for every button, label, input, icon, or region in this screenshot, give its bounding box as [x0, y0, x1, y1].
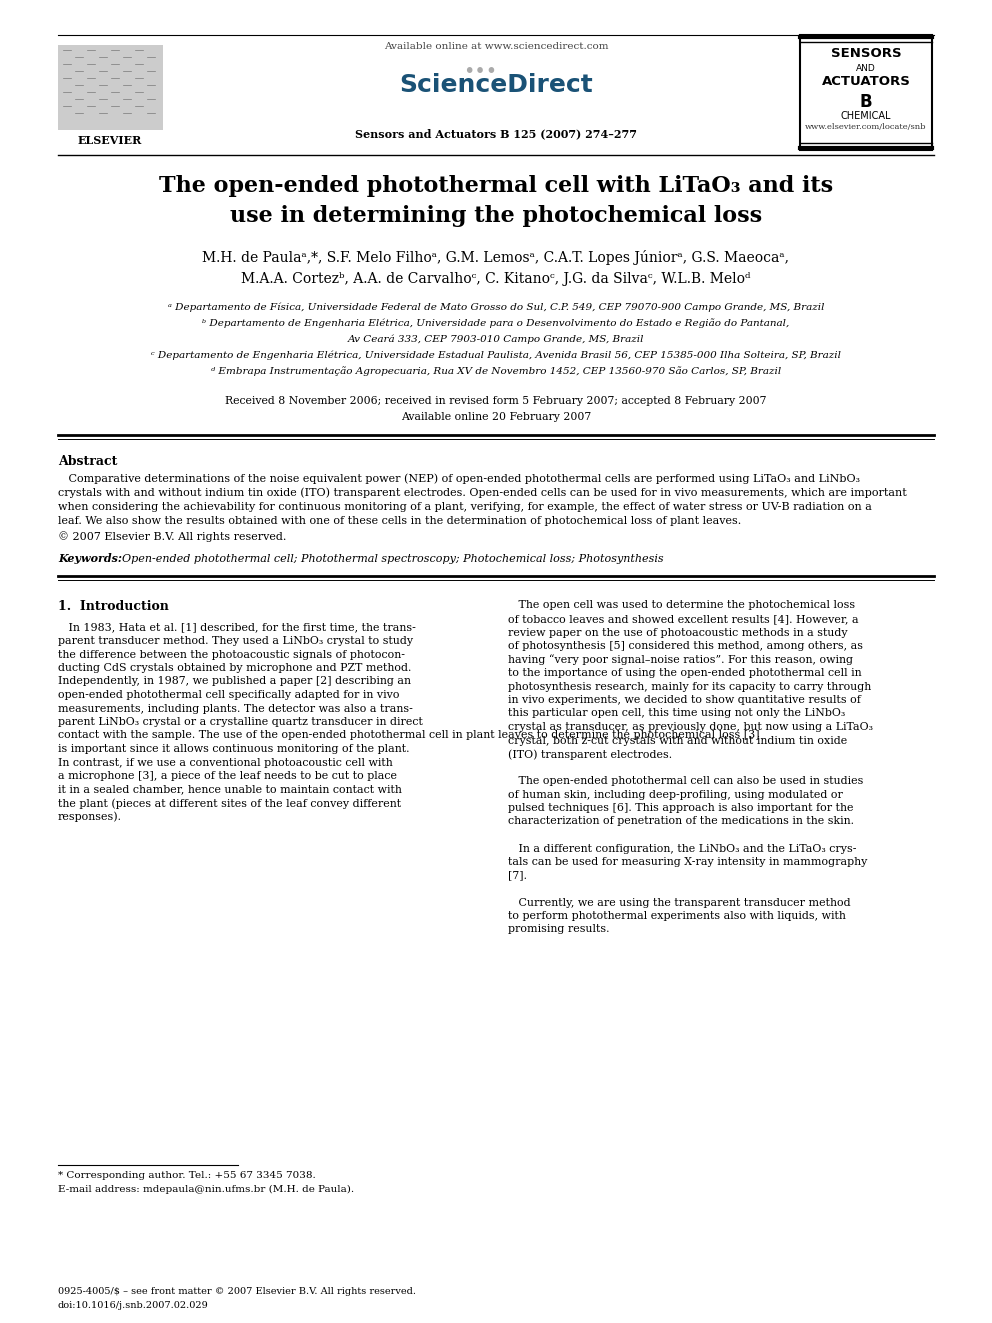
Text: •••: ••• [463, 62, 497, 81]
Text: E-mail address: mdepaula@nin.ufms.br (M.H. de Paula).: E-mail address: mdepaula@nin.ufms.br (M.… [58, 1185, 354, 1195]
Text: having “very poor signal–noise ratios”. For this reason, owing: having “very poor signal–noise ratios”. … [508, 655, 853, 665]
Text: ACTUATORS: ACTUATORS [821, 75, 911, 89]
Text: tals can be used for measuring X-ray intensity in mammography: tals can be used for measuring X-ray int… [508, 857, 867, 867]
Text: ᶜ Departamento de Engenharia Elétrica, Universidade Estadual Paulista, Avenida B: ᶜ Departamento de Engenharia Elétrica, U… [151, 351, 841, 360]
Text: Independently, in 1987, we published a paper [2] describing an: Independently, in 1987, we published a p… [58, 676, 411, 687]
Text: crystal as transducer, as previously done, but now using a LiTaO₃: crystal as transducer, as previously don… [508, 722, 873, 732]
Text: Keywords:: Keywords: [58, 553, 122, 565]
Text: photosynthesis research, mainly for its capacity to carry through: photosynthesis research, mainly for its … [508, 681, 871, 692]
Text: this particular open cell, this time using not only the LiNbO₃: this particular open cell, this time usi… [508, 709, 845, 718]
Text: www.elsevier.com/locate/snb: www.elsevier.com/locate/snb [806, 123, 927, 131]
FancyBboxPatch shape [58, 45, 163, 130]
Text: Received 8 November 2006; received in revised form 5 February 2007; accepted 8 F: Received 8 November 2006; received in re… [225, 396, 767, 406]
Text: the plant (pieces at different sites of the leaf convey different: the plant (pieces at different sites of … [58, 798, 401, 808]
Text: AND: AND [856, 64, 876, 73]
Text: use in determining the photochemical loss: use in determining the photochemical los… [230, 205, 762, 228]
Text: in vivo experiments, we decided to show quantitative results of: in vivo experiments, we decided to show … [508, 695, 861, 705]
Text: parent transducer method. They used a LiNbO₃ crystal to study: parent transducer method. They used a Li… [58, 636, 413, 646]
Text: measurements, including plants. The detector was also a trans-: measurements, including plants. The dete… [58, 704, 413, 713]
Text: responses).: responses). [58, 811, 122, 822]
Text: of tobacco leaves and showed excellent results [4]. However, a: of tobacco leaves and showed excellent r… [508, 614, 859, 624]
Text: In contrast, if we use a conventional photoacoustic cell with: In contrast, if we use a conventional ph… [58, 758, 393, 767]
Text: when considering the achievability for continuous monitoring of a plant, verifyi: when considering the achievability for c… [58, 501, 872, 512]
Text: Abstract: Abstract [58, 455, 117, 468]
Text: crystal, both z-cut crystals with and without indium tin oxide: crystal, both z-cut crystals with and wi… [508, 736, 847, 745]
Text: pulsed techniques [6]. This approach is also important for the: pulsed techniques [6]. This approach is … [508, 803, 853, 814]
Text: characterization of penetration of the medications in the skin.: characterization of penetration of the m… [508, 816, 854, 827]
Text: ducting CdS crystals obtained by microphone and PZT method.: ducting CdS crystals obtained by microph… [58, 663, 412, 673]
Text: contact with the sample. The use of the open-ended photothermal cell in plant le: contact with the sample. The use of the … [58, 730, 760, 741]
Text: ᵈ Embrapa Instrumentação Agropecuaria, Rua XV de Novembro 1452, CEP 13560-970 Sã: ᵈ Embrapa Instrumentação Agropecuaria, R… [211, 366, 781, 376]
Text: open-ended photothermal cell specifically adapted for in vivo: open-ended photothermal cell specificall… [58, 691, 400, 700]
Text: Available online at www.sciencedirect.com: Available online at www.sciencedirect.co… [384, 42, 608, 52]
Text: Currently, we are using the transparent transducer method: Currently, we are using the transparent … [508, 897, 850, 908]
Text: B: B [860, 93, 872, 111]
Text: In 1983, Hata et al. [1] described, for the first time, the trans-: In 1983, Hata et al. [1] described, for … [58, 623, 416, 632]
Text: ScienceDirect: ScienceDirect [399, 73, 593, 97]
Text: the difference between the photoacoustic signals of photocon-: the difference between the photoacoustic… [58, 650, 405, 659]
Text: a microphone [3], a piece of the leaf needs to be cut to place: a microphone [3], a piece of the leaf ne… [58, 771, 397, 781]
Text: 0925-4005/$ – see front matter © 2007 Elsevier B.V. All rights reserved.: 0925-4005/$ – see front matter © 2007 El… [58, 1287, 416, 1297]
Text: to the importance of using the open-ended photothermal cell in: to the importance of using the open-ende… [508, 668, 862, 677]
Text: promising results.: promising results. [508, 925, 609, 934]
Text: Open-ended photothermal cell; Photothermal spectroscopy; Photochemical loss; Pho: Open-ended photothermal cell; Phototherm… [115, 553, 664, 564]
Text: Av Ceará 333, CEP 7903-010 Campo Grande, MS, Brazil: Av Ceará 333, CEP 7903-010 Campo Grande,… [348, 333, 644, 344]
Text: M.H. de Paulaᵃ,*, S.F. Melo Filhoᵃ, G.M. Lemosᵃ, C.A.T. Lopes Júniorᵃ, G.S. Maeo: M.H. de Paulaᵃ,*, S.F. Melo Filhoᵃ, G.M.… [202, 250, 790, 265]
Text: doi:10.1016/j.snb.2007.02.029: doi:10.1016/j.snb.2007.02.029 [58, 1301, 208, 1310]
Text: SENSORS: SENSORS [830, 48, 902, 60]
Text: of human skin, including deep-profiling, using modulated or: of human skin, including deep-profiling,… [508, 790, 843, 799]
Text: it in a sealed chamber, hence unable to maintain contact with: it in a sealed chamber, hence unable to … [58, 785, 402, 795]
Text: Available online 20 February 2007: Available online 20 February 2007 [401, 411, 591, 422]
Text: The open-ended photothermal cell can also be used in studies: The open-ended photothermal cell can als… [508, 777, 863, 786]
Text: review paper on the use of photoacoustic methods in a study: review paper on the use of photoacoustic… [508, 627, 847, 638]
Text: leaf. We also show the results obtained with one of these cells in the determina: leaf. We also show the results obtained … [58, 516, 741, 527]
Text: ELSEVIER: ELSEVIER [78, 135, 142, 146]
Text: CHEMICAL: CHEMICAL [841, 111, 891, 120]
Text: © 2007 Elsevier B.V. All rights reserved.: © 2007 Elsevier B.V. All rights reserved… [58, 531, 287, 542]
Text: Sensors and Actuators B 125 (2007) 274–277: Sensors and Actuators B 125 (2007) 274–2… [355, 128, 637, 139]
Text: ᵃ Departamento de Física, Universidade Federal de Mato Grosso do Sul, C.P. 549, : ᵃ Departamento de Física, Universidade F… [168, 302, 824, 311]
Text: ᵇ Departamento de Engenharia Elétrica, Universidade para o Desenvolvimento do Es: ᵇ Departamento de Engenharia Elétrica, U… [202, 318, 790, 328]
Text: The open cell was used to determine the photochemical loss: The open cell was used to determine the … [508, 601, 855, 610]
FancyBboxPatch shape [800, 34, 932, 149]
Text: of photosynthesis [5] considered this method, among others, as: of photosynthesis [5] considered this me… [508, 642, 863, 651]
Text: crystals with and without indium tin oxide (ITO) transparent electrodes. Open-en: crystals with and without indium tin oxi… [58, 487, 907, 497]
Text: [7].: [7]. [508, 871, 527, 881]
Text: M.A.A. Cortezᵇ, A.A. de Carvalhoᶜ, C. Kitanoᶜ, J.G. da Silvaᶜ, W.L.B. Meloᵈ: M.A.A. Cortezᵇ, A.A. de Carvalhoᶜ, C. Ki… [241, 273, 751, 286]
Text: to perform photothermal experiments also with liquids, with: to perform photothermal experiments also… [508, 912, 846, 921]
Text: (ITO) transparent electrodes.: (ITO) transparent electrodes. [508, 749, 673, 759]
Text: 1.  Introduction: 1. Introduction [58, 601, 169, 614]
Text: parent LiNbO₃ crystal or a crystalline quartz transducer in direct: parent LiNbO₃ crystal or a crystalline q… [58, 717, 423, 728]
Text: The open-ended photothermal cell with LiTaO₃ and its: The open-ended photothermal cell with Li… [159, 175, 833, 197]
Text: is important since it allows continuous monitoring of the plant.: is important since it allows continuous … [58, 744, 410, 754]
Text: In a different configuration, the LiNbO₃ and the LiTaO₃ crys-: In a different configuration, the LiNbO₃… [508, 844, 856, 853]
Text: * Corresponding author. Tel.: +55 67 3345 7038.: * Corresponding author. Tel.: +55 67 334… [58, 1171, 315, 1180]
Text: Comparative determinations of the noise equivalent power (NEP) of open-ended pho: Comparative determinations of the noise … [58, 474, 860, 484]
